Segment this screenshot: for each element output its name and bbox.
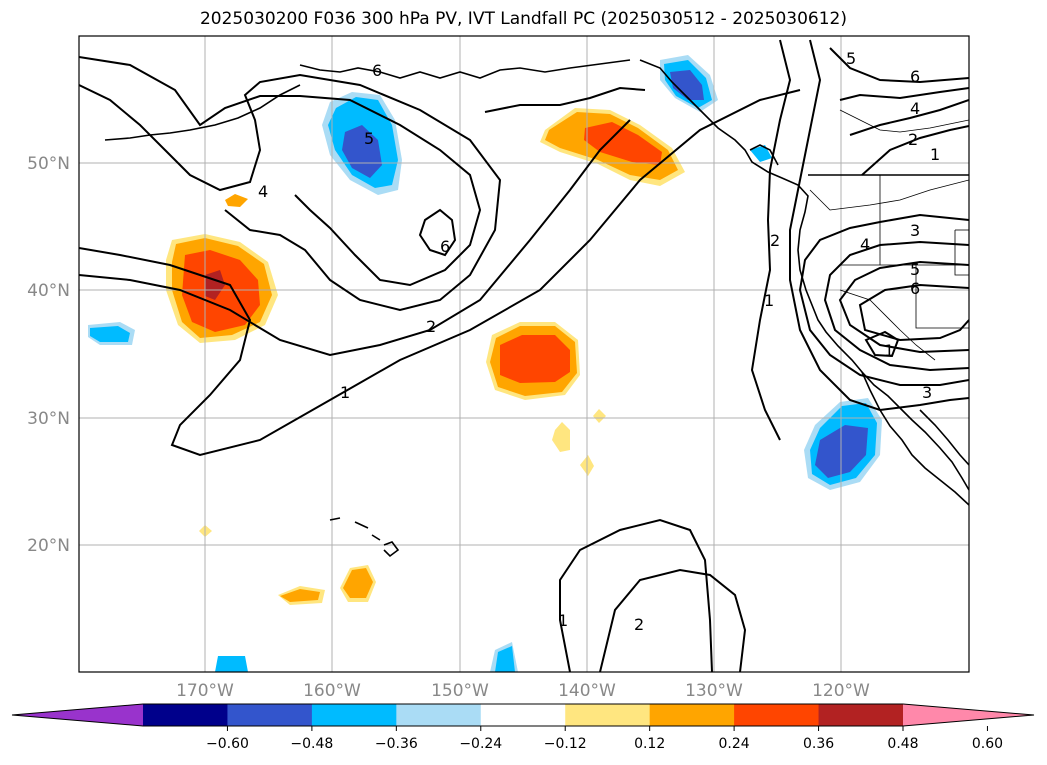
contour-1-west [79, 89, 801, 457]
colorbar-extend-low [12, 704, 143, 726]
lat-label: 40°N [27, 281, 70, 301]
contour-label: 3 [922, 383, 932, 402]
colorbar-swatch [734, 704, 820, 726]
contour-label: 1 [764, 291, 774, 310]
lon-label: 170°W [176, 681, 234, 701]
contour-east-2 [789, 39, 969, 412]
contour-label: 5 [910, 260, 920, 279]
contour-east-4 [823, 240, 969, 372]
contour-label: 4 [860, 235, 870, 254]
contour-label: 6 [910, 67, 920, 86]
colorbar-swatch [649, 704, 735, 726]
contour-4 [79, 73, 502, 312]
lat-label: 20°N [27, 536, 70, 556]
lat-label: 50°N [27, 154, 70, 174]
contour-east-5 [838, 260, 969, 354]
latitude-labels: 50°N 40°N 30°N 20°N [27, 154, 70, 556]
contour-ne-3 [849, 99, 969, 136]
colorbar-tick-label: −0.48 [290, 736, 333, 752]
contour-label: 4 [258, 182, 268, 201]
colorbar-tick-label: −0.60 [206, 736, 249, 752]
contour-south-1 [559, 518, 713, 672]
map-title: 2025030200 F036 300 hPa PV, IVT Landfall… [199, 9, 847, 29]
colorbar-swatch [565, 704, 651, 726]
contour-labels: 6 5 4 2 1 6 6 5 4 2 1 2 1 3 4 5 6 1 3 1 … [258, 49, 940, 634]
contour-label: 6 [440, 237, 450, 256]
colorbar-tick-label: −0.24 [459, 736, 502, 752]
contour-east-7 [864, 330, 900, 358]
contour-label: 5 [846, 49, 856, 68]
neg-anomaly-south1 [215, 656, 248, 672]
contour-label: 6 [910, 279, 920, 298]
colorbar-swatch [227, 704, 313, 726]
graticule [79, 36, 969, 672]
contour-label: 1 [930, 145, 940, 164]
contour-label: 5 [364, 129, 374, 148]
colorbar-tick-label: 0.36 [803, 736, 834, 752]
lon-label: 120°W [812, 681, 870, 701]
colorbar-swatch [818, 704, 904, 726]
colorbar-tick-label: 0.24 [719, 736, 750, 752]
colorbar-swatch [396, 704, 482, 726]
contour-label: 2 [634, 615, 644, 634]
colorbar-swatch [480, 704, 566, 726]
lon-label: 150°W [431, 681, 489, 701]
pv-shading [88, 55, 882, 672]
contour-ne-2 [839, 87, 969, 101]
colorbar-tick-label: 0.12 [634, 736, 665, 752]
contour-5 [79, 56, 482, 287]
contour-east-3 [798, 213, 969, 386]
contour-label: 1 [340, 383, 350, 402]
colorbar-swatch [143, 704, 228, 726]
contour-label: 2 [908, 130, 918, 149]
lon-label: 160°W [303, 681, 361, 701]
colorbar-extend-high [903, 704, 1034, 726]
colorbar-tick-label: −0.36 [375, 736, 418, 752]
lon-label: 140°W [558, 681, 616, 701]
colorbar-tick-label: 0.48 [887, 736, 918, 752]
contour-2-west [79, 119, 631, 357]
contour-label: 4 [910, 99, 920, 118]
contour-label: 6 [372, 61, 382, 80]
lon-label: 130°W [685, 681, 743, 701]
map-frame [78, 35, 970, 673]
contour-east-1 [750, 39, 792, 441]
contour-label: 2 [426, 317, 436, 336]
ivt-contours [79, 39, 969, 672]
contour-label: 1 [558, 611, 568, 630]
longitude-labels: 170°W 160°W 150°W 140°W 130°W 120°W [176, 681, 870, 701]
contour-6-ring [418, 208, 457, 257]
contour-ne-1 [829, 47, 969, 84]
contour-label: 1 [884, 341, 894, 360]
contour-south-2 [599, 568, 747, 672]
contour-ridge [484, 86, 646, 113]
colorbar-tick-label: 0.60 [972, 736, 1003, 752]
colorbar-outline [11, 703, 1035, 727]
colorbar-swatch [311, 704, 397, 726]
colorbar-tick-label: −0.12 [544, 736, 587, 752]
contour-label: 3 [910, 221, 920, 240]
colorbar: −0.60 −0.48 −0.36 −0.24 −0.12 0.12 0.24 0.36 0.4… [11, 703, 1035, 752]
contour-label: 2 [770, 231, 780, 250]
lat-label: 30°N [27, 409, 70, 429]
coastlines [104, 59, 969, 558]
contour-east-6 [858, 283, 969, 342]
contour-ne-4 [861, 125, 969, 176]
